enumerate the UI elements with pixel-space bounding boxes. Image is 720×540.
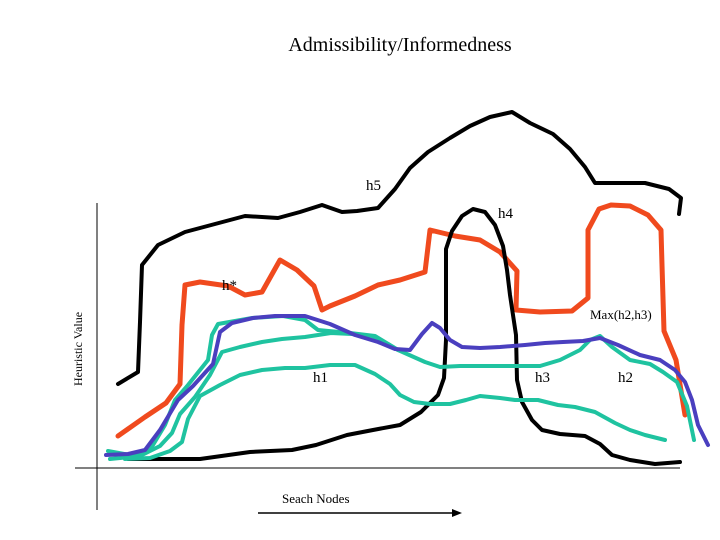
h4-label: h4: [498, 206, 514, 222]
h1-label: h1: [313, 370, 328, 386]
hstar-label: h*: [222, 278, 237, 294]
h5-label: h5: [366, 178, 381, 194]
max-h2-h3-label: Max(h2,h3): [590, 307, 652, 322]
x-axis-arrowhead: [452, 509, 462, 517]
h2-label: h2: [618, 370, 633, 386]
slide-title: Admissibility/Informedness: [288, 34, 512, 56]
max-h2-h3-curve: [104, 314, 710, 457]
y-axis-label: Heuristic Value: [71, 312, 85, 386]
h1-curve: [123, 363, 667, 461]
h3-label: h3: [535, 370, 550, 386]
h4-curve: [126, 207, 682, 466]
x-axis-label: Seach Nodes: [282, 491, 350, 506]
hstar-curve: [115, 202, 688, 439]
h2-curve: [106, 314, 696, 457]
h5-curve: [116, 110, 683, 386]
